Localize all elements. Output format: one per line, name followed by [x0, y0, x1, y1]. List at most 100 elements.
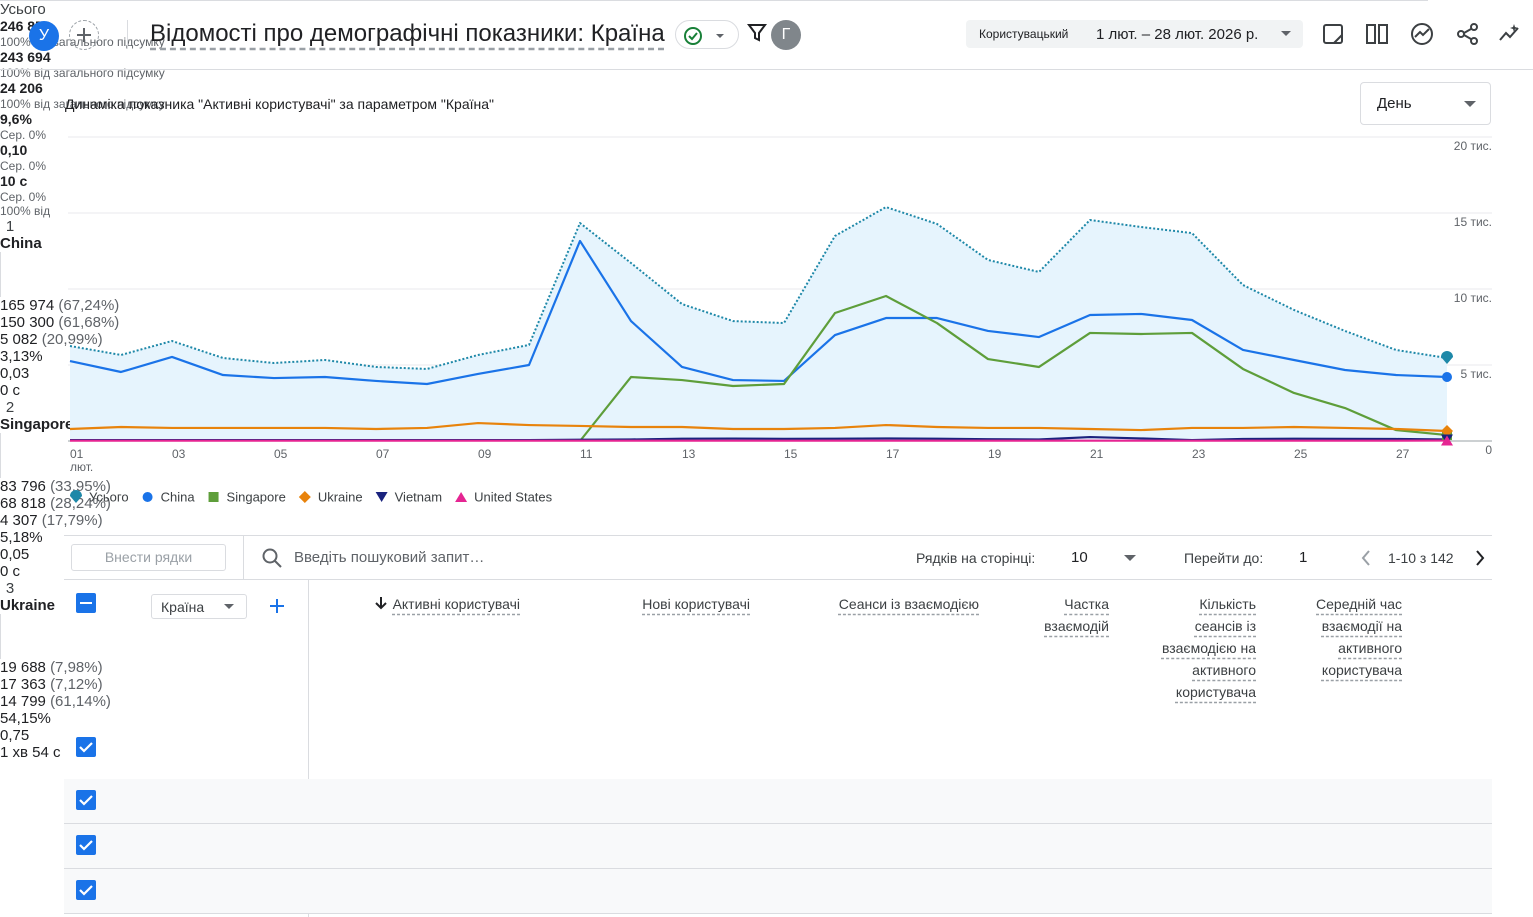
row-checkbox[interactable]: [76, 835, 96, 855]
row-cell: 14 799 (61,14%): [0, 693, 1533, 710]
avatar[interactable]: У: [29, 21, 59, 51]
dimension-name: Країна: [161, 599, 205, 615]
cell-value: 14 799: [0, 693, 46, 710]
column-header[interactable]: Активні користувачі: [300, 593, 520, 615]
cell-value: 54,15%: [0, 710, 51, 727]
end-marker: [1441, 351, 1453, 365]
status-pill[interactable]: [675, 20, 739, 49]
cell-value: 5,18%: [0, 529, 43, 546]
series-area: [70, 207, 1447, 441]
table-row: [64, 824, 1492, 869]
granularity-dropdown[interactable]: День: [1360, 82, 1491, 125]
toolbar-icons[interactable]: [1318, 18, 1528, 50]
row-cell: 150 300 (61,68%): [0, 314, 1533, 331]
row-cell: 17 363 (7,12%): [0, 676, 1533, 693]
legend-marker: [298, 491, 311, 503]
x-tick-label: 15: [784, 447, 798, 461]
column-header[interactable]: Кількість сеансів із взаємодією на актив…: [1150, 593, 1256, 703]
add-button[interactable]: [69, 20, 99, 50]
add-rows-button[interactable]: Внести рядки: [71, 544, 226, 571]
column-header[interactable]: Частка взаємодій: [1009, 593, 1109, 637]
row-cell: 1 хв 54 с: [0, 744, 1533, 761]
legend-item: United States: [455, 490, 553, 505]
x-tick-label: 11: [580, 447, 593, 461]
add-dimension[interactable]: [268, 597, 286, 615]
next-page[interactable]: [1472, 548, 1488, 568]
column-header-text: Кількість сеансів із взаємодією на актив…: [1161, 596, 1256, 700]
search-input[interactable]: Введіть пошуковий запит…: [294, 549, 485, 566]
goto-page[interactable]: 1: [1299, 549, 1308, 566]
legend-label: China: [161, 490, 196, 505]
column-header[interactable]: Сеанси із взаємодією: [779, 593, 979, 615]
legend-marker: [455, 492, 468, 502]
total-sub: Сер. 0%: [0, 159, 47, 173]
prev-page[interactable]: [1358, 548, 1374, 568]
total-sub: 100% від загального підсумку: [0, 97, 165, 111]
total-sub: Сер. 0%: [0, 190, 47, 204]
dimension-dropdown[interactable]: Країна: [151, 594, 247, 619]
column-header-text: Активні користувачі: [392, 596, 520, 612]
y-tick-label: 15 тис.: [1454, 215, 1492, 229]
check: [79, 742, 93, 753]
cell-value: 0,03: [0, 365, 30, 382]
cell-value: 0,05: [0, 546, 30, 563]
cell-share: (7,12%): [50, 676, 103, 693]
cell-value: 165 974: [0, 297, 55, 314]
total-value: 24 206: [0, 80, 43, 96]
row-checkbox[interactable]: [76, 790, 96, 810]
cell-value: 19 688: [0, 659, 46, 676]
row-cell: 54,15%: [0, 710, 1533, 727]
cell-value: 17 363: [0, 676, 46, 693]
filter-icon[interactable]: [747, 22, 767, 44]
cell-share: (17,79%): [41, 512, 103, 529]
row-cell: 4 307 (17,79%): [0, 512, 1533, 529]
end-marker: [1441, 435, 1453, 446]
legend-label: Усього: [89, 490, 129, 505]
cell-value: 0 с: [0, 563, 21, 580]
row-name: Singapore: [0, 416, 74, 433]
select-all-checkbox[interactable]: [76, 593, 96, 613]
caret: [224, 604, 234, 609]
caret[interactable]: [1123, 553, 1137, 563]
total-value: 9,6%: [0, 111, 32, 127]
column-header-text: Середній час взаємодії на активного кори…: [1316, 596, 1402, 678]
cell-value: 83 796: [0, 478, 46, 495]
cell-value: 68 818: [0, 495, 46, 512]
legend-item: Ukraine: [298, 490, 363, 505]
row-checkbox[interactable]: [76, 880, 96, 900]
row-checkbox[interactable]: [76, 737, 96, 757]
pagination: 1-10 з 142: [1388, 550, 1454, 566]
cell-share: (33,95%): [50, 478, 111, 495]
x-tick-label: 09: [478, 447, 492, 461]
legend-item: Singapore: [208, 490, 286, 505]
date-caret: [1281, 31, 1291, 36]
legend-item: Усього: [70, 490, 129, 505]
legend-marker: [208, 492, 219, 502]
x-tick-label: 13: [682, 447, 696, 461]
report-title[interactable]: Відомості про демографічні показники: Кр…: [150, 20, 665, 47]
granularity-value: День: [1377, 95, 1412, 112]
column-header[interactable]: Середній час взаємодії на активного кори…: [1296, 593, 1402, 681]
user-avatar[interactable]: Г: [771, 20, 801, 50]
cell-value: 0 с: [0, 382, 21, 399]
legend-item: Vietnam: [375, 490, 442, 505]
cell-share: (28,24%): [50, 495, 111, 512]
total-value: 243 694: [0, 49, 51, 65]
row-cell: 5 082 (20,99%): [0, 331, 1533, 348]
top-bar: [0, 0, 1533, 70]
end-marker: [1442, 372, 1452, 383]
x-tick-label: 05: [274, 447, 288, 461]
legend-marker: [142, 492, 153, 502]
end-marker: [1441, 424, 1453, 437]
rows-per-page[interactable]: 10: [1071, 549, 1088, 566]
cell-value: 0,75: [0, 727, 30, 744]
legend-marker: [70, 490, 82, 503]
legend-label: United States: [474, 490, 553, 505]
date-picker[interactable]: [966, 20, 1303, 48]
y-tick-label: 20 тис.: [1454, 139, 1492, 153]
x-tick-label: 07: [376, 447, 390, 461]
column-header[interactable]: Нові користувачі: [550, 593, 750, 615]
row-cell: 68 818 (28,24%): [0, 495, 1533, 512]
row-divider: [0, 252, 1, 297]
series-line: [69, 421, 1448, 433]
